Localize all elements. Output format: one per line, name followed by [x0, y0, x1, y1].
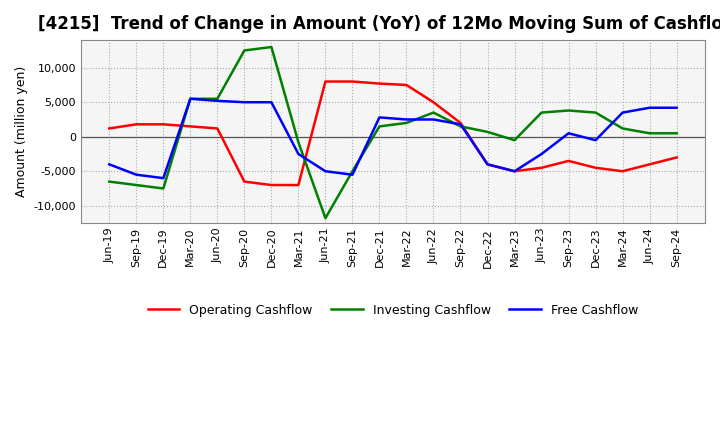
Investing Cashflow: [240, 48, 248, 53]
Investing Cashflow: [564, 108, 573, 113]
Free Cashflow: [429, 117, 438, 122]
Investing Cashflow: [618, 126, 627, 131]
Free Cashflow: [375, 115, 384, 120]
Operating Cashflow: [510, 169, 519, 174]
Free Cashflow: [483, 162, 492, 167]
Free Cashflow: [537, 151, 546, 157]
Investing Cashflow: [510, 138, 519, 143]
Operating Cashflow: [321, 79, 330, 84]
Operating Cashflow: [618, 169, 627, 174]
Operating Cashflow: [132, 122, 140, 127]
Operating Cashflow: [672, 155, 681, 160]
Line: Free Cashflow: Free Cashflow: [109, 99, 677, 178]
Free Cashflow: [645, 105, 654, 110]
Investing Cashflow: [456, 124, 465, 129]
Free Cashflow: [294, 151, 302, 157]
Operating Cashflow: [456, 120, 465, 125]
Operating Cashflow: [213, 126, 222, 131]
Operating Cashflow: [483, 162, 492, 167]
Investing Cashflow: [483, 129, 492, 135]
Investing Cashflow: [213, 96, 222, 101]
Operating Cashflow: [591, 165, 600, 170]
Free Cashflow: [591, 138, 600, 143]
Investing Cashflow: [267, 44, 276, 50]
Free Cashflow: [510, 169, 519, 174]
Investing Cashflow: [672, 131, 681, 136]
Free Cashflow: [456, 122, 465, 127]
Line: Operating Cashflow: Operating Cashflow: [109, 81, 677, 185]
Free Cashflow: [402, 117, 411, 122]
Free Cashflow: [267, 99, 276, 105]
Operating Cashflow: [186, 124, 194, 129]
Investing Cashflow: [429, 110, 438, 115]
Operating Cashflow: [564, 158, 573, 164]
Operating Cashflow: [645, 162, 654, 167]
Line: Investing Cashflow: Investing Cashflow: [109, 47, 677, 218]
Operating Cashflow: [294, 183, 302, 188]
Operating Cashflow: [267, 183, 276, 188]
Investing Cashflow: [159, 186, 168, 191]
Investing Cashflow: [348, 169, 356, 174]
Operating Cashflow: [429, 99, 438, 105]
Investing Cashflow: [591, 110, 600, 115]
Operating Cashflow: [348, 79, 356, 84]
Free Cashflow: [213, 98, 222, 103]
Operating Cashflow: [402, 82, 411, 88]
Operating Cashflow: [240, 179, 248, 184]
Operating Cashflow: [537, 165, 546, 170]
Free Cashflow: [186, 96, 194, 101]
Investing Cashflow: [645, 131, 654, 136]
Free Cashflow: [132, 172, 140, 177]
Investing Cashflow: [375, 124, 384, 129]
Free Cashflow: [105, 162, 114, 167]
Title: [4215]  Trend of Change in Amount (YoY) of 12Mo Moving Sum of Cashflows: [4215] Trend of Change in Amount (YoY) o…: [38, 15, 720, 33]
Investing Cashflow: [537, 110, 546, 115]
Operating Cashflow: [159, 122, 168, 127]
Operating Cashflow: [105, 126, 114, 131]
Investing Cashflow: [321, 216, 330, 221]
Investing Cashflow: [402, 120, 411, 125]
Investing Cashflow: [294, 139, 302, 145]
Operating Cashflow: [375, 81, 384, 86]
Y-axis label: Amount (million yen): Amount (million yen): [15, 66, 28, 197]
Free Cashflow: [564, 131, 573, 136]
Investing Cashflow: [105, 179, 114, 184]
Investing Cashflow: [132, 183, 140, 188]
Free Cashflow: [240, 99, 248, 105]
Free Cashflow: [348, 172, 356, 177]
Investing Cashflow: [186, 96, 194, 101]
Free Cashflow: [159, 176, 168, 181]
Free Cashflow: [672, 105, 681, 110]
Free Cashflow: [321, 169, 330, 174]
Legend: Operating Cashflow, Investing Cashflow, Free Cashflow: Operating Cashflow, Investing Cashflow, …: [143, 299, 643, 322]
Free Cashflow: [618, 110, 627, 115]
